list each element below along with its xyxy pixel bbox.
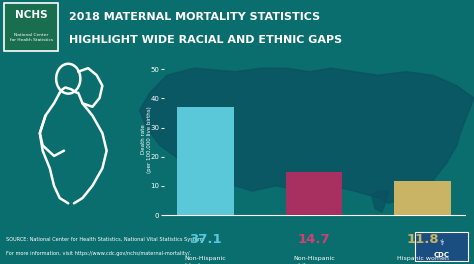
Text: Non-Hispanic
white women: Non-Hispanic white women xyxy=(293,256,335,264)
Text: ⚕: ⚕ xyxy=(439,238,444,247)
Y-axis label: Death rate
(per 100,000 live births): Death rate (per 100,000 live births) xyxy=(141,106,152,173)
Polygon shape xyxy=(139,68,474,203)
Bar xyxy=(177,107,234,215)
FancyBboxPatch shape xyxy=(4,3,58,51)
Text: National Center
for Health Statistics: National Center for Health Statistics xyxy=(10,34,53,42)
Text: Non-Hispanic
black women: Non-Hispanic black women xyxy=(184,256,227,264)
Bar xyxy=(286,172,342,215)
Text: 37.1: 37.1 xyxy=(189,233,222,246)
FancyBboxPatch shape xyxy=(415,232,468,261)
Text: Hispanic women: Hispanic women xyxy=(397,256,448,261)
Text: HIGHLIGHT WIDE RACIAL AND ETHNIC GAPS: HIGHLIGHT WIDE RACIAL AND ETHNIC GAPS xyxy=(69,35,342,45)
Polygon shape xyxy=(372,191,389,212)
Text: 2018 MATERNAL MORTALITY STATISTICS: 2018 MATERNAL MORTALITY STATISTICS xyxy=(69,12,320,22)
Text: CDC: CDC xyxy=(433,252,449,258)
Text: 14.7: 14.7 xyxy=(298,233,330,246)
Text: 11.8: 11.8 xyxy=(406,233,439,246)
Text: NCHS: NCHS xyxy=(15,10,47,20)
Text: For more information, visit https://www.cdc.gov/nchs/maternal-mortality/.: For more information, visit https://www.… xyxy=(6,251,191,256)
Text: SOURCE: National Center for Health Statistics, National Vital Statistics System.: SOURCE: National Center for Health Stati… xyxy=(6,238,204,242)
Bar xyxy=(394,181,451,215)
